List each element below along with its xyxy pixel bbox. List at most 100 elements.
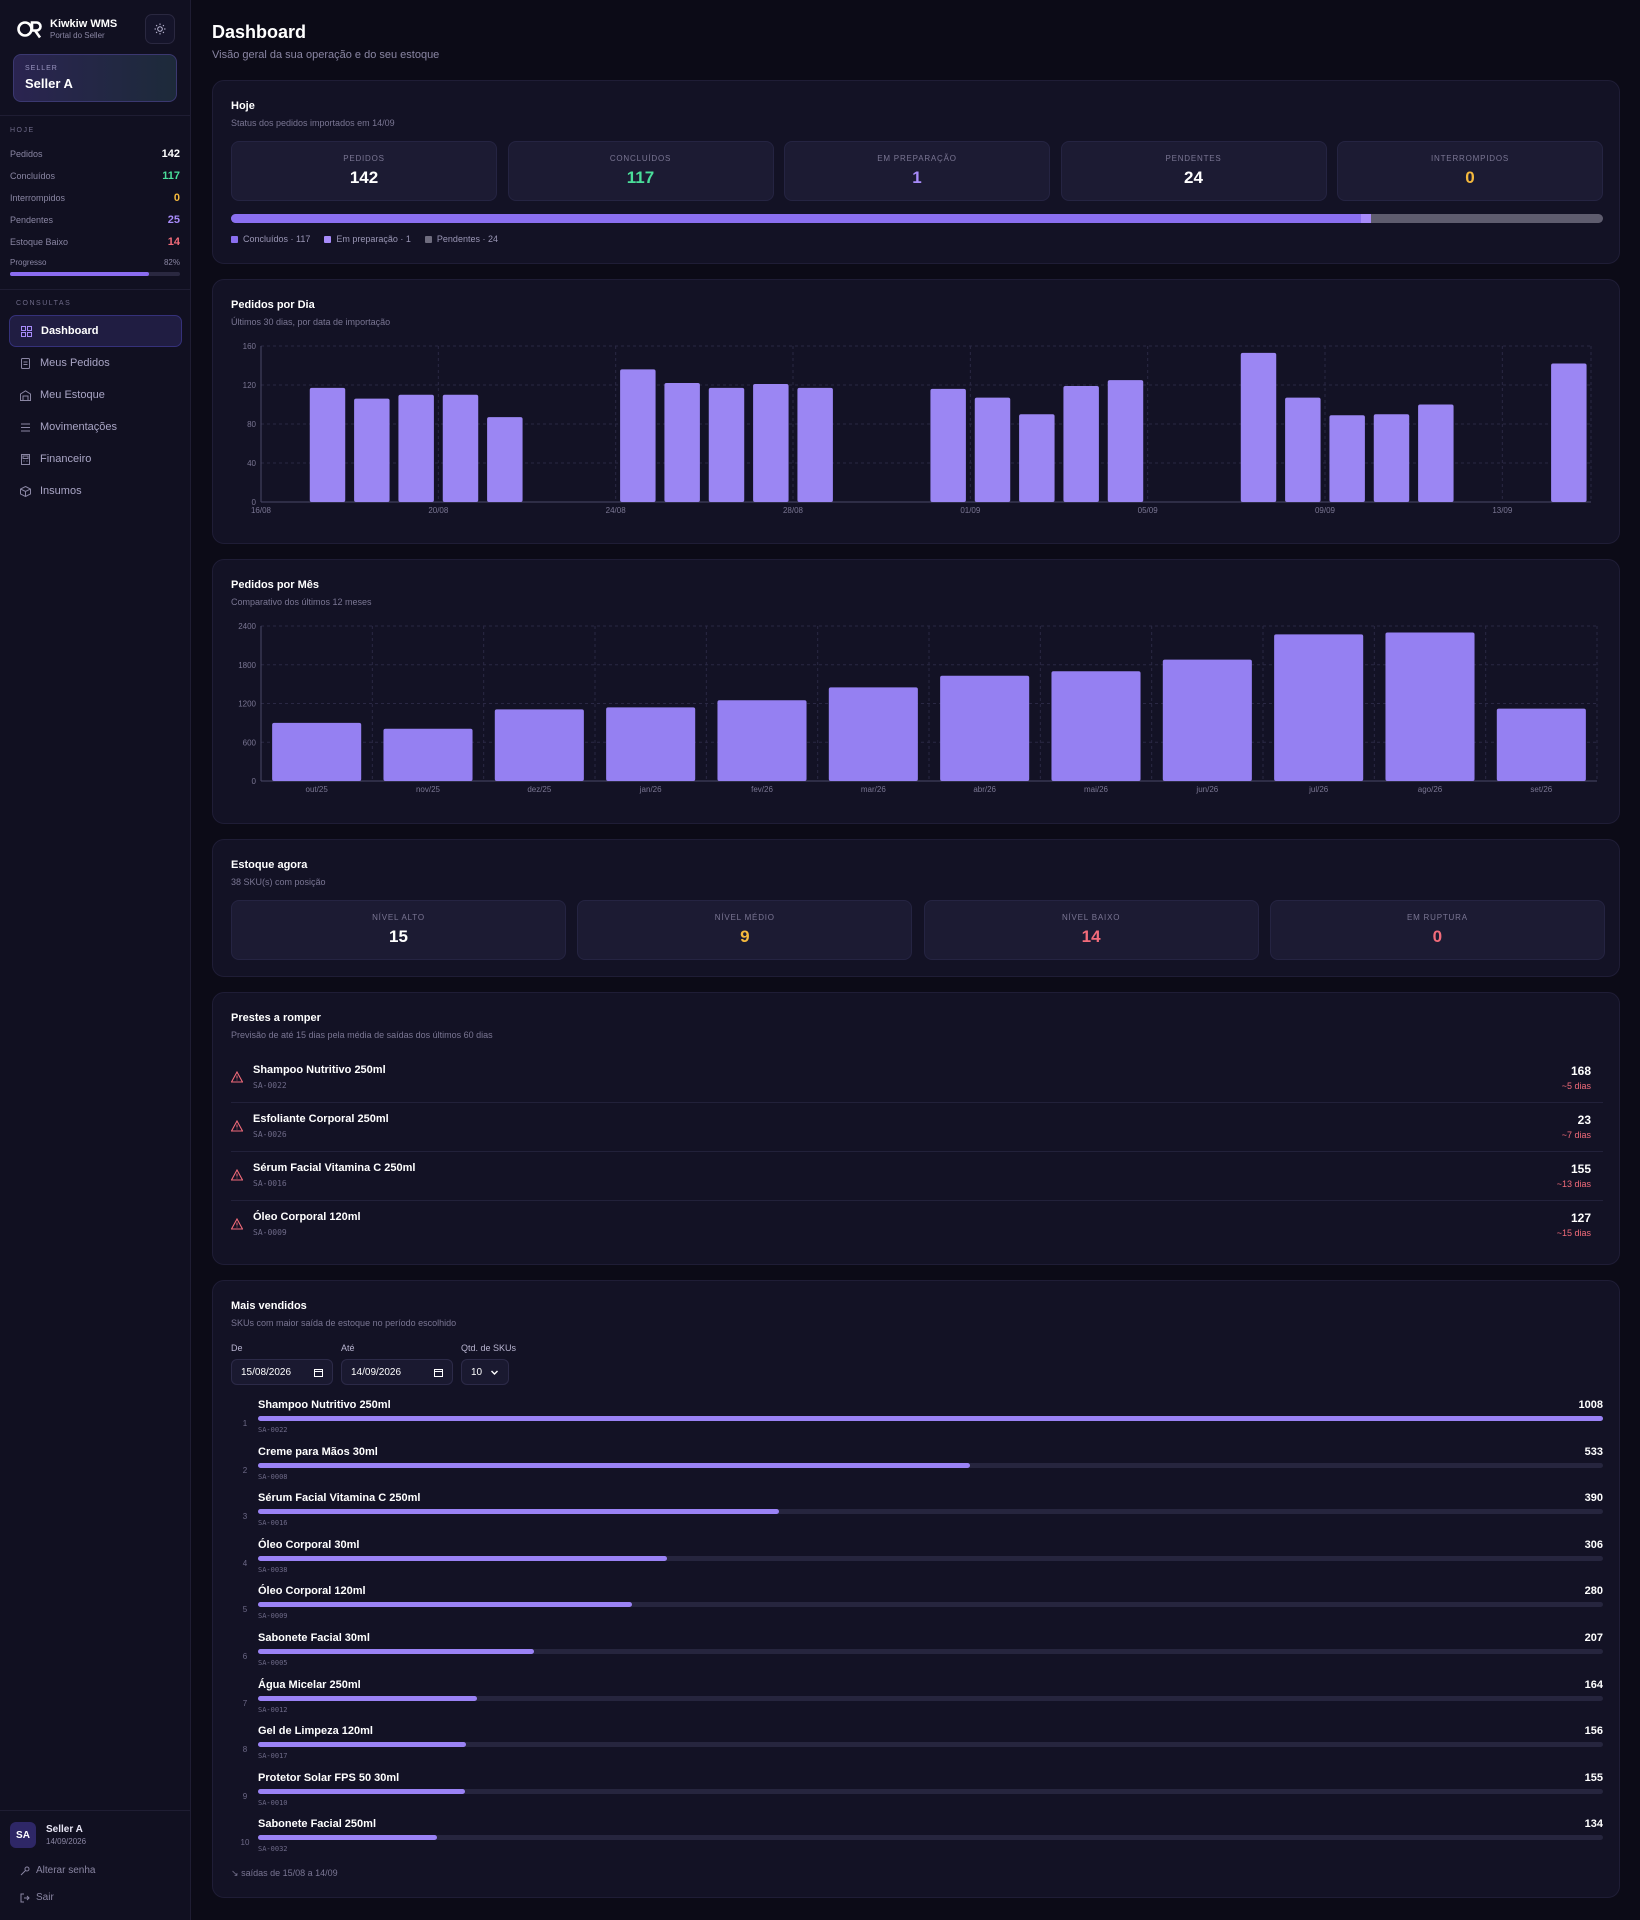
bar[interactable] <box>1274 634 1364 781</box>
bar[interactable] <box>1551 363 1587 502</box>
qty-skus-select[interactable]: 10 <box>461 1359 509 1385</box>
bar[interactable] <box>606 707 696 781</box>
top-seller-sku: SA-0032 <box>258 1845 288 1854</box>
bar[interactable] <box>494 709 584 781</box>
logout-link[interactable]: Sair <box>20 1892 54 1903</box>
bar[interactable] <box>1373 414 1410 502</box>
top-seller-item[interactable]: 10 Sabonete Facial 250ml 134 SA-0032 <box>231 1818 1603 1864</box>
divider <box>0 289 191 290</box>
bar[interactable] <box>930 388 966 502</box>
stock-card-subtitle: 38 SKU(s) com posição <box>231 877 326 887</box>
bar[interactable] <box>1329 415 1365 502</box>
risk-item[interactable]: Óleo Corporal 120ml SA-0009 127 ~15 dias <box>230 1201 1603 1250</box>
nav-item-financeiro[interactable]: Financeiro <box>9 443 182 475</box>
top-seller-item[interactable]: 9 Protetor Solar FPS 50 30ml 155 SA-0010 <box>231 1772 1603 1818</box>
top-seller-value: 164 <box>1584 1678 1603 1691</box>
x-tick-label: jul/26 <box>1308 785 1329 794</box>
top-seller-item[interactable]: 4 Óleo Corporal 30ml 306 SA-0038 <box>231 1539 1603 1585</box>
bar[interactable] <box>1019 414 1055 502</box>
bar[interactable] <box>1107 380 1144 502</box>
top-seller-sku: SA-0005 <box>258 1659 288 1667</box>
x-tick-label: 20/08 <box>428 506 449 515</box>
top-seller-sku: SA-0017 <box>258 1752 288 1761</box>
bar[interactable] <box>717 700 807 781</box>
nav-item-meu-estoque[interactable]: Meu Estoque <box>9 379 182 411</box>
dashboard-icon <box>20 325 32 337</box>
bar[interactable] <box>708 387 745 502</box>
top-seller-item[interactable]: 7 Água Micelar 250ml 164 SA-0012 <box>231 1679 1603 1725</box>
top-seller-item[interactable]: 5 Óleo Corporal 120ml 280 SA-0009 <box>231 1585 1603 1631</box>
page-subtitle: Visão geral da sua operação e do seu est… <box>212 49 440 61</box>
list-icon <box>19 421 31 433</box>
bar[interactable] <box>442 394 479 502</box>
top-seller-item[interactable]: 1 Shampoo Nutritivo 250ml 1008 SA-0022 <box>231 1399 1603 1445</box>
bar[interactable] <box>664 383 700 502</box>
bar[interactable] <box>383 728 473 781</box>
brand[interactable]: Kiwkiw WMS Portal do Seller <box>16 16 117 42</box>
top-seller-bar-fill <box>258 1695 478 1701</box>
from-date-input[interactable]: 15/08/2026 <box>231 1359 333 1385</box>
x-tick-label: jan/26 <box>639 785 662 794</box>
bar[interactable] <box>753 384 789 502</box>
nav-item-meus-pedidos[interactable]: Meus Pedidos <box>9 347 182 379</box>
legend-swatch <box>424 235 432 243</box>
bar[interactable] <box>1051 671 1141 781</box>
top-seller-item[interactable]: 3 Sérum Facial Vitamina C 250ml 390 SA-0016 <box>231 1492 1603 1538</box>
seller-selector[interactable]: SELLER Seller A <box>13 54 177 102</box>
bar[interactable] <box>797 387 833 502</box>
top-seller-item[interactable]: 6 Sabonete Facial 30ml 207 SA-0005 <box>231 1632 1603 1678</box>
change-password-link[interactable]: Alterar senha <box>20 1865 95 1876</box>
risk-item[interactable]: Shampoo Nutritivo 250ml SA-0022 168 ~5 dias <box>230 1054 1603 1103</box>
top-seller-item[interactable]: 2 Creme para Mãos 30ml 533 SA-0008 <box>231 1446 1603 1492</box>
today-card: Hoje Status dos pedidos importados em 14… <box>212 80 1620 264</box>
brand-name: Kiwkiw WMS <box>50 18 118 30</box>
warning-icon <box>230 1070 244 1083</box>
today-row-value: 117 <box>162 170 180 182</box>
seller-name: Seller A <box>25 76 73 91</box>
page-title: Dashboard <box>212 22 307 42</box>
risk-item[interactable]: Esfoliante Corporal 250ml SA-0026 23 ~7 dia… <box>230 1103 1603 1152</box>
bar[interactable] <box>1063 385 1099 502</box>
today-row-value: 14 <box>167 236 180 248</box>
bar[interactable] <box>1240 352 1277 502</box>
top-seller-name: Shampoo Nutritivo 250ml <box>258 1399 391 1411</box>
bar[interactable] <box>398 394 434 502</box>
stat-label: NÍVEL MÉDIO <box>714 913 775 922</box>
theme-toggle-button[interactable] <box>145 14 175 44</box>
bar[interactable] <box>828 687 918 781</box>
x-tick-label: out/25 <box>306 785 329 794</box>
bar[interactable] <box>620 369 656 502</box>
bar[interactable] <box>974 397 1011 502</box>
nav-item-movimentações[interactable]: Movimentações <box>9 411 182 443</box>
x-tick-label: nov/25 <box>416 785 441 794</box>
today-row: Estoque Baixo 14 <box>10 234 180 250</box>
bar[interactable] <box>1418 404 1454 503</box>
risk-item[interactable]: Sérum Facial Vitamina C 250ml SA-0016 155 ~… <box>230 1152 1603 1201</box>
bar[interactable] <box>1162 659 1252 781</box>
top-seller-value: 306 <box>1584 1538 1603 1551</box>
bar[interactable] <box>272 722 362 781</box>
risk-item-name: Esfoliante Corporal 250ml <box>253 1113 389 1125</box>
top-seller-value: 1008 <box>1578 1399 1603 1411</box>
bar[interactable] <box>309 387 346 502</box>
nav-item-insumos[interactable]: Insumos <box>9 475 182 507</box>
nav-item-dashboard[interactable]: Dashboard <box>9 315 182 347</box>
top-seller-bar-fill <box>258 1416 1603 1421</box>
stat-label: NÍVEL BAIXO <box>1061 913 1121 922</box>
to-date-input[interactable]: 14/09/2026 <box>341 1359 453 1385</box>
to-date-label: Até <box>341 1343 355 1353</box>
top-seller-item[interactable]: 8 Gel de Limpeza 120ml 156 SA-0017 <box>231 1725 1603 1771</box>
bar[interactable] <box>1285 397 1321 502</box>
risk-item-days: ~15 dias <box>1556 1228 1591 1238</box>
top-seller-sku: SA-0022 <box>258 1426 288 1434</box>
bar[interactable] <box>1385 632 1475 781</box>
top-seller-rank: 1 <box>242 1419 248 1428</box>
bar[interactable] <box>940 675 1030 781</box>
today-row-label: Pedidos <box>10 149 43 159</box>
bar[interactable] <box>1496 708 1586 781</box>
sidebar: Kiwkiw WMS Portal do Seller SELLER Selle… <box>0 0 191 1920</box>
top-card-title: Mais vendidos <box>231 1300 307 1312</box>
bar[interactable] <box>487 417 523 502</box>
top-seller-name: Sérum Facial Vitamina C 250ml <box>258 1492 421 1505</box>
bar[interactable] <box>354 398 390 502</box>
